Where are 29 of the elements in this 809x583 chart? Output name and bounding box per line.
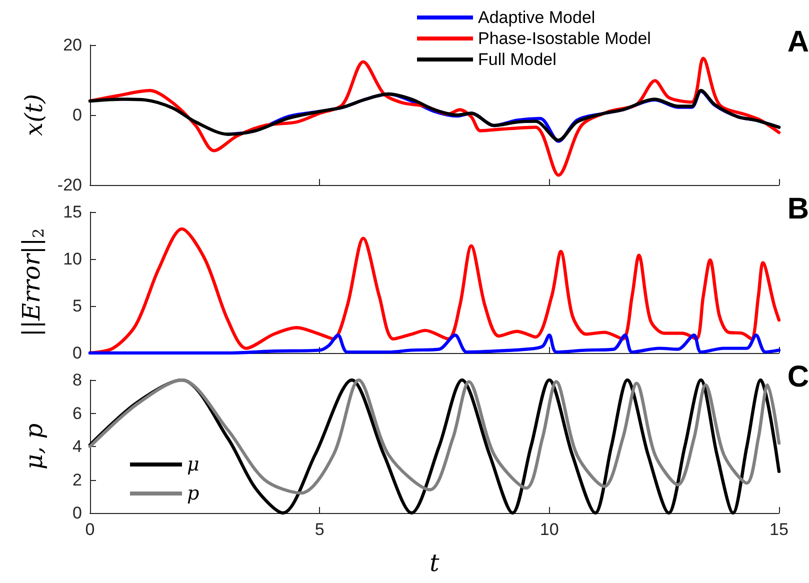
y-tick-label: 4 [72,437,82,456]
y-tick-label: 15 [63,202,82,222]
y-tick-label: -20 [57,176,82,194]
x-tick-label: 15 [770,520,788,539]
y-tick-label: 6 [72,404,82,423]
legend-label: Full Model [478,50,556,69]
x-tick-label: 5 [314,520,324,539]
y-tick-label: 0 [72,344,82,362]
y-axis-title: x(t) [20,94,48,136]
x-axis-title: t [430,549,440,577]
legend-label: μ [187,454,200,476]
legend-label: p [187,482,200,504]
y-tick-label: 0 [72,504,82,522]
y-tick-label: 10 [63,250,82,268]
y-tick-label: 5 [72,296,82,316]
legend-label: Phase-Isostable Model [478,29,651,48]
text: B [787,192,809,226]
y-tick-label: 8 [72,370,82,390]
y-axis-title: ||Error||2 [18,228,48,337]
text: A [787,26,809,58]
y-axis-title: μ, p [20,423,48,470]
legend-label: Adaptive Model [478,8,596,27]
y-tick-label: 20 [63,36,82,54]
text: C [787,360,809,394]
x-tick-label: 10 [540,520,559,539]
line-series [88,88,781,142]
x-tick-label: 0 [85,520,95,539]
y-tick-label: 2 [72,470,82,490]
y-tick-label: 0 [72,106,82,124]
